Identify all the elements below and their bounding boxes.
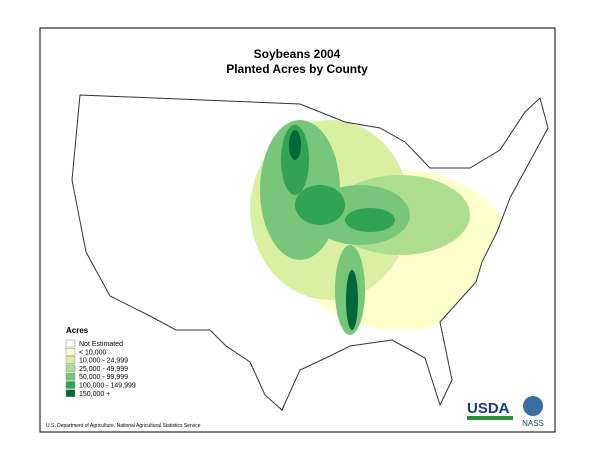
- legend-swatch: [65, 372, 76, 381]
- legend-swatch: [65, 364, 76, 373]
- legend-swatch: [65, 356, 76, 364]
- legend-label: 150,000 +: [79, 391, 110, 398]
- legend-label: < 10,000: [79, 349, 107, 356]
- source: U.S. Department of Agriculture, National…: [46, 423, 201, 429]
- title: Soybeans 2004: [254, 47, 341, 61]
- legend: Acres Not Estimated< 10,000 10,000 - 24,9…: [65, 326, 136, 398]
- legend-swatch: [65, 339, 76, 348]
- legend-label: 100,000 - 149,999: [79, 383, 136, 390]
- legend-swatch: [65, 389, 76, 398]
- legend-swatch: [65, 381, 76, 389]
- legend-swatch: [65, 348, 76, 356]
- legend-label: 50,000 - 99,999: [79, 374, 128, 381]
- usda-logo-bar: [467, 416, 513, 420]
- legend-label: 25,000 - 49,999: [79, 366, 128, 373]
- subtitle: Planted Acres by County: [226, 62, 368, 76]
- usda-logo: USDA: [467, 400, 510, 417]
- us-outline: [71, 94, 549, 411]
- legend-label: Not Estimated: [79, 341, 123, 348]
- nass-logo: NASS: [522, 419, 544, 428]
- nass-emblem: [523, 396, 543, 416]
- legend-label: 10,000 - 24,999: [79, 358, 128, 365]
- legend-title: Acres: [66, 326, 89, 335]
